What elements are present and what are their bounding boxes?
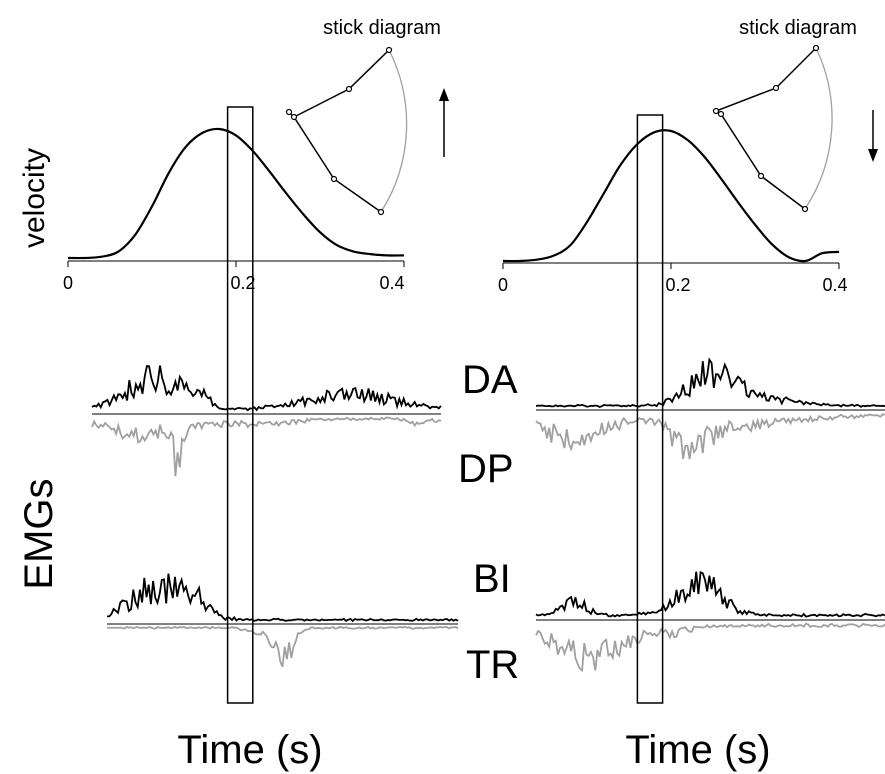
x-tick-label: 0.4	[822, 275, 847, 295]
velocity-panel-right: 0 0.2 0.4	[498, 129, 848, 295]
x-tick-label: 0.2	[230, 273, 255, 293]
emg-group-left-upper	[91, 364, 442, 477]
stick-diagram-title-left: stick diagram	[323, 17, 441, 39]
emg-trace-da-left	[91, 364, 442, 412]
emg-trace-dp-left	[91, 416, 442, 477]
emg-trace-tr-left	[106, 625, 459, 668]
stick-diagram-left	[285, 46, 408, 216]
down-arrow-icon	[868, 110, 878, 162]
muscle-label-tr: TR	[466, 643, 519, 687]
up-arrow-icon	[439, 88, 449, 157]
x-tick-label: 0.2	[665, 275, 690, 295]
analysis-window-right	[636, 114, 664, 704]
muscle-label-bi: BI	[473, 557, 511, 601]
emg-trace-bi-left	[107, 573, 459, 623]
stick-diagram-title-right: stick diagram	[739, 17, 857, 39]
velocity-curve-left	[67, 127, 405, 260]
time-axis-label-left: Time (s)	[177, 728, 322, 772]
emg-trace-bi-right	[535, 570, 885, 618]
emg-group-left-lower	[106, 573, 459, 668]
emg-trace-da-right	[535, 357, 885, 408]
emg-trace-dp-right	[535, 413, 885, 460]
emg-group-right-lower	[535, 570, 885, 673]
muscle-label-da: DA	[462, 358, 518, 402]
time-axis-label-right: Time (s)	[625, 728, 770, 772]
emg-trace-tr-right	[535, 622, 885, 673]
x-tick-label: 0.4	[379, 273, 404, 293]
muscle-label-dp: DP	[458, 447, 514, 491]
analysis-window-left	[226, 106, 254, 704]
x-tick-label: 0	[498, 275, 508, 295]
emg-group-right-upper	[535, 357, 885, 460]
x-tick-label: 0	[63, 273, 73, 293]
velocity-axis-label: velocity	[18, 148, 51, 248]
velocity-panel-left: 0 0.2 0.4	[63, 127, 405, 293]
stick-diagram-right	[712, 44, 833, 213]
emgs-axis-label: EMGs	[17, 478, 61, 589]
velocity-curve-right	[502, 129, 840, 263]
